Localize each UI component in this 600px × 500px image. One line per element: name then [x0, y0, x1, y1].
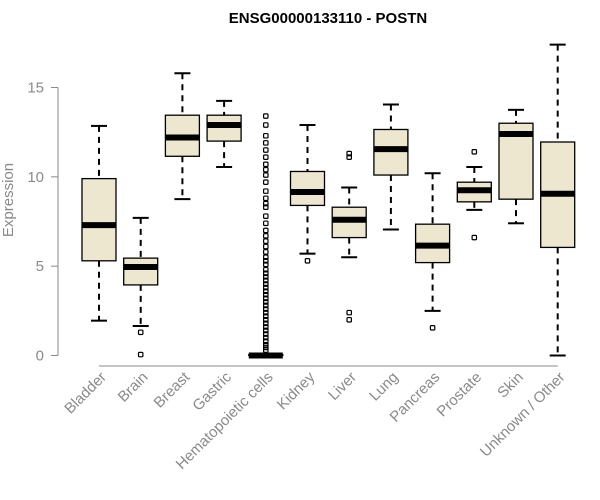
outlier-point: [263, 266, 269, 273]
outlier-point: [263, 220, 269, 227]
chart-title: ENSG00000133110 - POSTN: [229, 10, 427, 27]
x-tick-label: Liver: [325, 369, 360, 404]
outlier-point: [263, 195, 269, 202]
outlier-point: [263, 316, 269, 323]
outlier-point: [263, 334, 269, 341]
outlier-point: [263, 344, 269, 351]
box-iqr: [289, 170, 326, 207]
box-group: [414, 172, 451, 331]
x-tick-label: Breast: [151, 368, 194, 411]
box-iqr: [373, 128, 409, 176]
outlier-point: [263, 302, 269, 309]
outlier-point: [263, 188, 269, 194]
outlier-point: [346, 309, 353, 316]
box-group: [289, 124, 326, 264]
x-tick-label: Prostate: [434, 369, 486, 421]
outlier-point: [263, 204, 269, 211]
outlier-point: [263, 140, 269, 146]
outlier-point: [263, 338, 269, 345]
outlier-point: [471, 149, 478, 155]
x-tick-label: Brain: [115, 369, 152, 406]
x-tick-label: Skin: [494, 369, 527, 402]
outlier-point: [263, 154, 269, 160]
box-group: [456, 149, 492, 241]
outlier-point: [263, 113, 269, 119]
outlier-point: [263, 274, 269, 280]
outlier-point: [263, 299, 269, 305]
outlier-point: [263, 288, 269, 294]
y-tick-label: 0: [36, 348, 44, 365]
outlier-point: [137, 329, 144, 336]
outlier-point: [263, 147, 269, 153]
outlier-point: [263, 243, 269, 250]
box-group: [206, 99, 242, 169]
y-axis: 0 5 10 15: [27, 80, 59, 365]
box-group: [248, 113, 284, 359]
outlier-point: [263, 320, 269, 327]
box-group: [373, 103, 409, 231]
box-iqr: [81, 177, 117, 262]
outlier-point: [346, 150, 353, 157]
outlier-point: [304, 258, 311, 264]
outlier-point: [429, 325, 436, 331]
outlier-point: [346, 154, 353, 160]
outlier-point: [263, 306, 269, 312]
outlier-point: [263, 341, 269, 348]
y-tick-label: 5: [36, 258, 44, 275]
box-group: [81, 124, 117, 322]
outlier-point: [263, 295, 269, 302]
outlier-point: [263, 238, 269, 244]
outlier-point: [263, 327, 269, 334]
outlier-point: [263, 232, 269, 239]
outlier-point: [263, 254, 269, 261]
outlier-point: [263, 277, 269, 284]
outlier-point: [471, 234, 478, 241]
y-tick-label: 15: [27, 80, 44, 97]
outlier-point: [263, 258, 269, 264]
outlier-point: [263, 227, 269, 234]
y-axis-label: Expression: [0, 163, 17, 237]
box-iqr: [123, 257, 159, 286]
outlier-point: [263, 313, 269, 319]
outlier-point: [346, 316, 353, 323]
x-tick-label: Lung: [366, 369, 402, 405]
plot-area: [81, 43, 576, 359]
outlier-point: [263, 161, 269, 168]
outlier-point: [263, 281, 269, 287]
y-tick-label: 10: [27, 169, 44, 186]
box-group: [331, 150, 367, 323]
box-iqr: [206, 114, 242, 142]
outlier-point: [263, 331, 269, 337]
outlier-point: [137, 351, 144, 358]
outlier-point: [263, 200, 269, 207]
outlier-point: [263, 166, 269, 173]
box-group: [164, 72, 201, 201]
box-group: [498, 108, 534, 225]
outlier-point: [263, 172, 269, 178]
outlier-point: [263, 179, 269, 185]
x-tick-label: Bladder: [61, 369, 110, 418]
outlier-point: [263, 324, 269, 330]
outlier-point: [263, 122, 269, 128]
outlier-point: [263, 261, 269, 268]
outlier-point: [263, 270, 269, 277]
outlier-point: [263, 249, 269, 255]
box-group: [540, 43, 576, 357]
outlier-point: [263, 347, 269, 353]
box-group: [123, 216, 159, 358]
outlier-point: [263, 213, 269, 219]
x-tick-label: Kidney: [274, 368, 319, 413]
outlier-point: [263, 309, 269, 316]
outlier-point: [263, 291, 269, 298]
outlier-point: [263, 132, 269, 139]
outlier-point: [263, 284, 269, 291]
